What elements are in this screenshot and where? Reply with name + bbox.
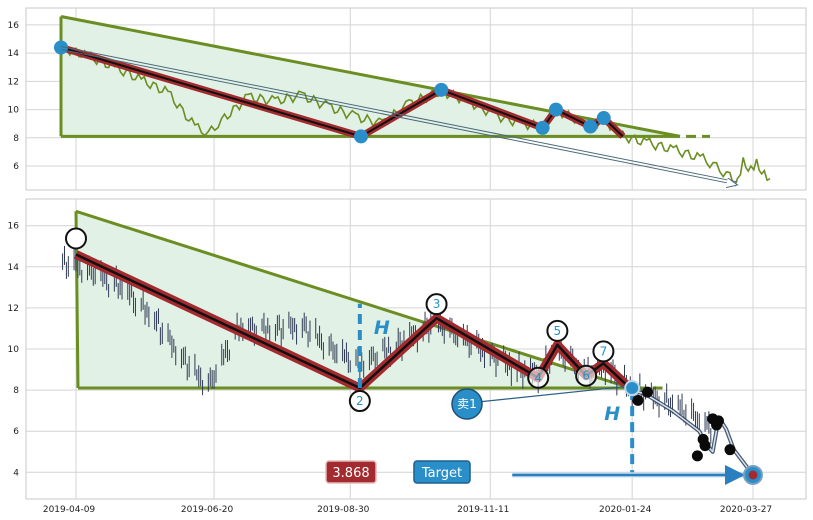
detail-x-tick-label: 2019-06-20 [181,505,234,515]
overview-pattern-point [535,120,550,135]
detail-resistance-line [75,209,631,390]
sell-signal-point [624,380,641,397]
detail-pattern-line [75,253,634,392]
overview-y-tick-label: 14 [8,49,20,59]
forecast-dot [699,440,711,452]
detail-x-tick-label: 2019-04-09 [43,505,96,515]
pattern-point-number: 2 [356,394,364,408]
detail-height-markers: HH [357,303,635,473]
overview-pattern-point [434,82,449,97]
pattern-point-circle [575,364,598,387]
detail-panel: 4 6 8 10 12 14 16 2019-04-09 2019-06-20 2019-08-… [8,198,807,515]
overview-forecast-arrow-line [60,46,738,183]
overview-y-tick-label: 6 [13,162,19,172]
detail-badges: 3.868 Target 卖1 [325,388,483,484]
detail-x-tick-label: 2020-01-24 [599,505,652,515]
forecast-dot [691,450,703,462]
detail-x-tick-label: 2019-08-30 [317,505,370,515]
pattern-point-circle [425,293,448,316]
overview-forecast-arrow [60,46,738,185]
detail-target [477,380,763,485]
detail-x-tick-label: 2020-03-27 [720,505,772,515]
sell-badge-circle [451,388,483,420]
pattern-point-number: 7 [600,344,608,358]
detail-pattern [74,250,636,394]
pattern-point-circle [592,340,615,363]
forecast-dot [724,444,736,456]
price-badge-text: 3.868 [332,466,369,481]
overview-y-tick-label: 12 [8,77,19,87]
forecast-dot [642,386,654,398]
detail-x-tick-label: 2019-11-11 [457,505,509,515]
detail-x-ticks: 2019-04-09 2019-06-20 2019-08-30 2019-11-11… [43,505,772,515]
overview-pattern-point [548,102,563,117]
detail-y-tick-label: 8 [13,386,19,396]
overview-pattern-point [54,40,68,55]
detail-y-ticks: 4 6 8 10 12 14 16 [8,222,20,479]
overview-pattern-point [596,111,611,126]
detail-y-tick-label: 12 [8,304,19,314]
overview-y-tick-label: 8 [13,134,19,144]
height-marker-label: H [374,317,390,339]
overview-forecast-arrow-head [60,49,738,185]
detail-y-tick-label: 4 [13,468,19,478]
sell-signal-pointer [477,385,631,403]
pattern-point-number: 6 [582,369,590,383]
overview-y-ticks: 6 8 10 12 14 16 [8,21,20,172]
sell-badge-text: 卖1 [457,397,477,411]
overview-pattern-point [354,129,369,144]
detail-y-tick-label: 6 [13,427,19,437]
forecast-dot [632,394,644,406]
pattern-point-number: 5 [554,324,562,338]
pattern-point-number: 3 [433,297,441,311]
pattern-point-circle [65,227,87,250]
overview-pattern [54,40,626,144]
overview-panel: 6 8 10 12 14 16 [8,7,807,191]
overview-y-tick-label: 16 [8,21,20,31]
target-point-core [748,470,758,480]
pattern-point-number: 4 [534,371,542,385]
target-badge-box [413,460,471,484]
height-marker-label: H [604,403,620,425]
overview-y-tick-label: 10 [8,106,20,116]
detail-y-tick-label: 16 [8,222,20,232]
detail-point-labels: 2 3 4 5 67 [65,227,615,413]
pattern-point-circle [348,390,371,413]
detail-y-tick-label: 10 [8,345,20,355]
pattern-point-circle [527,366,550,389]
forecast-dot [712,415,724,427]
pattern-point-circle [546,319,569,342]
detail-y-tick-label: 14 [8,263,20,273]
price-badge-box [325,460,377,484]
overview-pattern-point [583,119,598,134]
target-badge-text: Target [421,466,462,481]
